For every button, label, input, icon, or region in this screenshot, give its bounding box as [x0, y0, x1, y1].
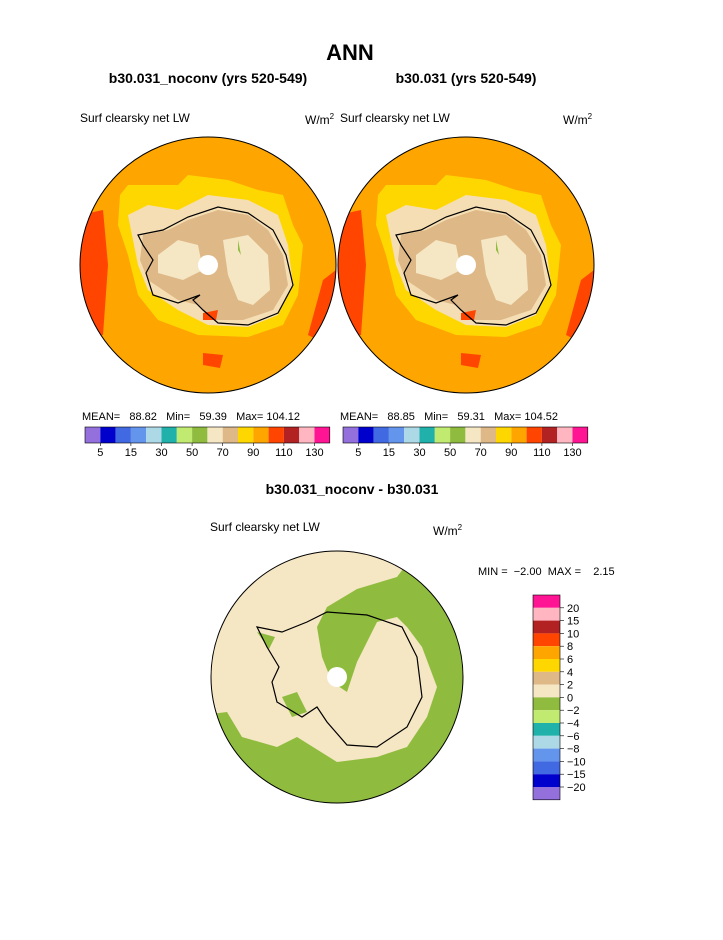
colorbar-label: 70 — [217, 447, 229, 459]
colorbar-label: 8 — [567, 641, 573, 653]
colorbar — [84, 426, 331, 444]
colorbar-label: 90 — [505, 447, 517, 459]
map — [338, 137, 594, 393]
colorbar-label: 110 — [533, 447, 551, 459]
colorbar-box — [533, 684, 560, 698]
colorbar-label: −4 — [567, 718, 580, 730]
colorbar-label: 20 — [567, 603, 579, 615]
units-exponent: 2 — [330, 112, 335, 121]
panel: b30.031 (yrs 520-549) Surf clearsky net L… — [338, 70, 594, 459]
colorbar-label: 90 — [247, 447, 259, 459]
colorbar — [342, 426, 589, 444]
colorbar-label: 70 — [475, 447, 487, 459]
colorbar-label: 30 — [413, 447, 425, 459]
colorbar-box — [533, 633, 560, 647]
diff-variable: Surf clearsky net LW — [210, 520, 320, 534]
colorbar-label: 50 — [186, 447, 198, 459]
colorbar-label: −15 — [567, 769, 586, 781]
panel: b30.031_noconv (yrs 520-549) Surf clearsk… — [80, 70, 336, 459]
panel-subtitle: b30.031 (yrs 520-549) — [396, 70, 537, 86]
colorbar-label: 5 — [97, 447, 103, 459]
colorbar-label: −6 — [567, 731, 580, 743]
diff-units: W/m2 — [433, 523, 463, 538]
units-base: W/m — [563, 113, 588, 127]
colorbar-box — [533, 671, 560, 685]
colorbar-label: 2 — [567, 680, 573, 692]
colorbar-box — [533, 659, 560, 672]
colorbar-box — [533, 646, 560, 659]
units-exponent: 2 — [588, 112, 593, 121]
diff-stats: MIN = −2.00 MAX = 2.15 — [478, 566, 615, 578]
colorbar-box — [533, 787, 560, 800]
colorbar-box — [533, 748, 560, 762]
colorbar-label: 0 — [567, 692, 573, 704]
colorbar-label: 4 — [567, 667, 573, 679]
colorbar-box — [533, 723, 560, 736]
colorbar-label: 6 — [567, 654, 573, 666]
colorbar-label: 10 — [567, 628, 579, 640]
colorbar-label: −20 — [567, 782, 586, 794]
colorbar-box — [533, 607, 560, 621]
colorbar-label: 15 — [125, 447, 137, 459]
panel-variable: Surf clearsky net LW — [340, 111, 450, 125]
diff-map — [210, 550, 464, 804]
colorbar-label: −10 — [567, 756, 586, 768]
colorbar-label: 50 — [444, 447, 456, 459]
colorbar-label: 130 — [305, 447, 323, 459]
colorbar-box — [533, 620, 560, 634]
colorbar-box — [533, 735, 560, 749]
colorbar-label: 130 — [563, 447, 581, 459]
colorbar-label: 15 — [383, 447, 395, 459]
panel-units: W/m2 — [305, 112, 335, 127]
colorbar-box — [533, 697, 560, 711]
panel-stats: MEAN= 88.82 Min= 59.39 Max= 104.12 — [82, 411, 300, 423]
colorbar-label: 30 — [155, 447, 167, 459]
units-base: W/m — [305, 113, 330, 127]
colorbar-box — [533, 595, 560, 608]
panel-units: W/m2 — [563, 112, 593, 127]
colorbar-box — [533, 761, 560, 775]
colorbar-label: 110 — [275, 447, 293, 459]
colorbar-label: −8 — [567, 744, 580, 756]
colorbar-box — [533, 710, 560, 723]
panel-stats: MEAN= 88.85 Min= 59.31 Max= 104.52 — [340, 411, 558, 423]
colorbar-label: −2 — [567, 705, 580, 717]
map — [80, 137, 336, 393]
colorbar-label: 5 — [355, 447, 361, 459]
panel-variable: Surf clearsky net LW — [80, 111, 190, 125]
panel-subtitle: b30.031_noconv (yrs 520-549) — [109, 70, 307, 86]
colorbar-box — [533, 774, 560, 787]
colorbar-label: 15 — [567, 616, 579, 628]
title: ANN — [326, 40, 374, 65]
diff-title: b30.031_noconv - b30.031 — [266, 481, 439, 497]
